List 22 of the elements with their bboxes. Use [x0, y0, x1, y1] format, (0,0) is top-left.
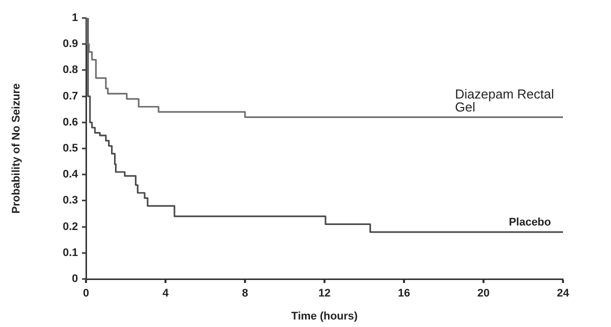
x-tick-label: 24: [556, 288, 570, 300]
y-tick-label: 0.9: [62, 38, 78, 50]
y-tick-label: 1: [72, 12, 78, 24]
y-tick-label: 0.2: [62, 220, 78, 233]
x-tick-label: 20: [477, 288, 490, 300]
x-tick-label: 12: [318, 288, 331, 300]
y-axis-title: Probability of No Seizure: [10, 83, 23, 214]
x-tick-label: 16: [398, 288, 410, 300]
x-tick-label: 8: [242, 288, 248, 300]
y-tick-label: 0.3: [62, 194, 78, 207]
y-tick-label: 0.5: [62, 142, 78, 155]
series-label: Diazepam Rectal Gel: [455, 86, 554, 114]
x-tick-label: 4: [162, 288, 170, 300]
y-tick-label: 0.4: [62, 168, 79, 181]
y-tick-label: 0.6: [62, 116, 78, 128]
y-tick-label: 0: [72, 273, 78, 286]
y-tick-label: 0.8: [62, 64, 78, 76]
x-axis-title: Time (hours): [291, 310, 358, 322]
y-tick-label: 0.1: [62, 246, 78, 259]
series-label: Placebo: [508, 216, 552, 229]
x-tick-label: 0: [82, 288, 90, 300]
y-tick-label: 0.7: [62, 90, 78, 102]
